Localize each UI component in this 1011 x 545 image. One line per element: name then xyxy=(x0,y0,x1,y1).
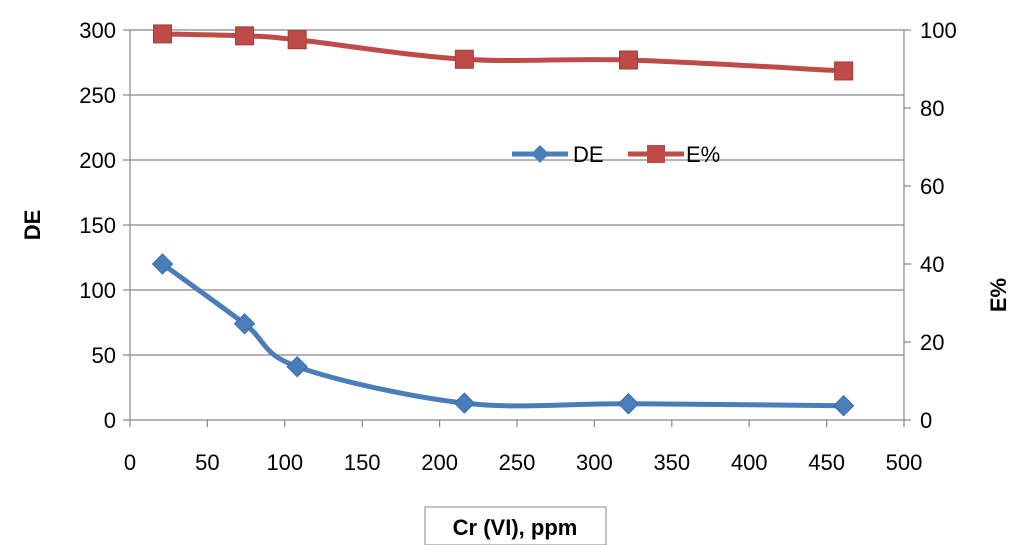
y-axis-title: DE xyxy=(20,210,45,241)
x-tick-label: 200 xyxy=(421,450,458,475)
y2-tick-label: 100 xyxy=(920,18,957,43)
x-tick-label: 450 xyxy=(808,450,845,475)
x-tick-label: 400 xyxy=(731,450,768,475)
x-axis-title: Cr (VI), ppm xyxy=(453,515,578,540)
legend: DE E% xyxy=(512,142,720,167)
y-tick-label: 200 xyxy=(79,148,116,173)
y2-tick-label: 60 xyxy=(920,174,944,199)
data-point-de xyxy=(617,393,640,415)
series-layer xyxy=(151,24,855,417)
legend-marker-e-percent xyxy=(647,145,665,163)
y-tick-label: 300 xyxy=(79,18,116,43)
y-tick-labels: 0 50 100 150 200 250 300 xyxy=(79,18,130,433)
x-axis-title-box xyxy=(424,506,607,545)
x-tick-label: 0 xyxy=(124,450,136,475)
y2-tick-label: 80 xyxy=(920,96,944,121)
x-tick-label: 250 xyxy=(499,450,536,475)
legend-label-de: DE xyxy=(573,142,604,167)
data-point-de xyxy=(832,394,855,417)
data-point-e-percent xyxy=(454,49,474,69)
y-tick-label: 100 xyxy=(79,278,116,303)
y2-tick-labels: 0 20 40 60 80 100 xyxy=(904,18,957,433)
y-tick-label: 50 xyxy=(92,343,116,368)
x-tick-label: 100 xyxy=(266,450,303,475)
data-point-de xyxy=(151,253,174,275)
x-tick-label: 150 xyxy=(344,450,381,475)
data-point-e-percent xyxy=(235,26,255,46)
y2-axis-title: E% xyxy=(986,278,1011,312)
data-point-de xyxy=(286,355,308,378)
series-line-e-percent xyxy=(160,31,847,74)
series-de xyxy=(151,253,855,417)
x-tick-label: 500 xyxy=(886,450,923,475)
y2-tick-label: 40 xyxy=(920,252,944,277)
series-line-de xyxy=(160,261,847,409)
y-tick-label: 0 xyxy=(104,408,116,433)
data-point-e-percent xyxy=(287,30,307,50)
data-point-de xyxy=(233,313,256,335)
x-tick-labels: 0 50 100 150 200 250 300 350 400 450 500 xyxy=(124,420,922,475)
data-point-e-percent xyxy=(153,24,173,44)
legend-label-e-percent: E% xyxy=(686,142,720,167)
x-tick-label: 50 xyxy=(195,450,219,475)
data-point-de xyxy=(453,392,476,414)
x-tick-label: 300 xyxy=(576,450,613,475)
gridlines xyxy=(130,29,904,356)
y-tick-label: 250 xyxy=(79,83,116,108)
y-tick-label: 150 xyxy=(79,213,116,238)
y2-tick-label: 20 xyxy=(920,330,944,355)
y2-tick-label: 0 xyxy=(920,408,932,433)
data-point-e-percent xyxy=(618,50,638,70)
x-tick-label: 350 xyxy=(653,450,690,475)
series-e-percent xyxy=(153,24,854,81)
data-point-e-percent xyxy=(834,61,854,81)
legend-marker-de xyxy=(531,145,549,163)
